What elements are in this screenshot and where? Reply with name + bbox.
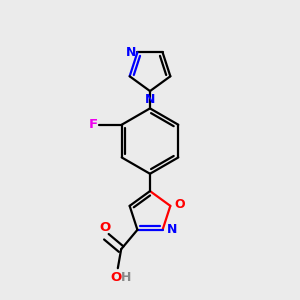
Text: N: N [145, 93, 155, 106]
Text: F: F [89, 118, 98, 131]
Text: N: N [167, 223, 177, 236]
Text: H: H [121, 271, 131, 284]
Text: O: O [99, 221, 110, 234]
Text: O: O [175, 198, 185, 211]
Text: N: N [126, 46, 136, 59]
Text: O: O [111, 271, 122, 284]
